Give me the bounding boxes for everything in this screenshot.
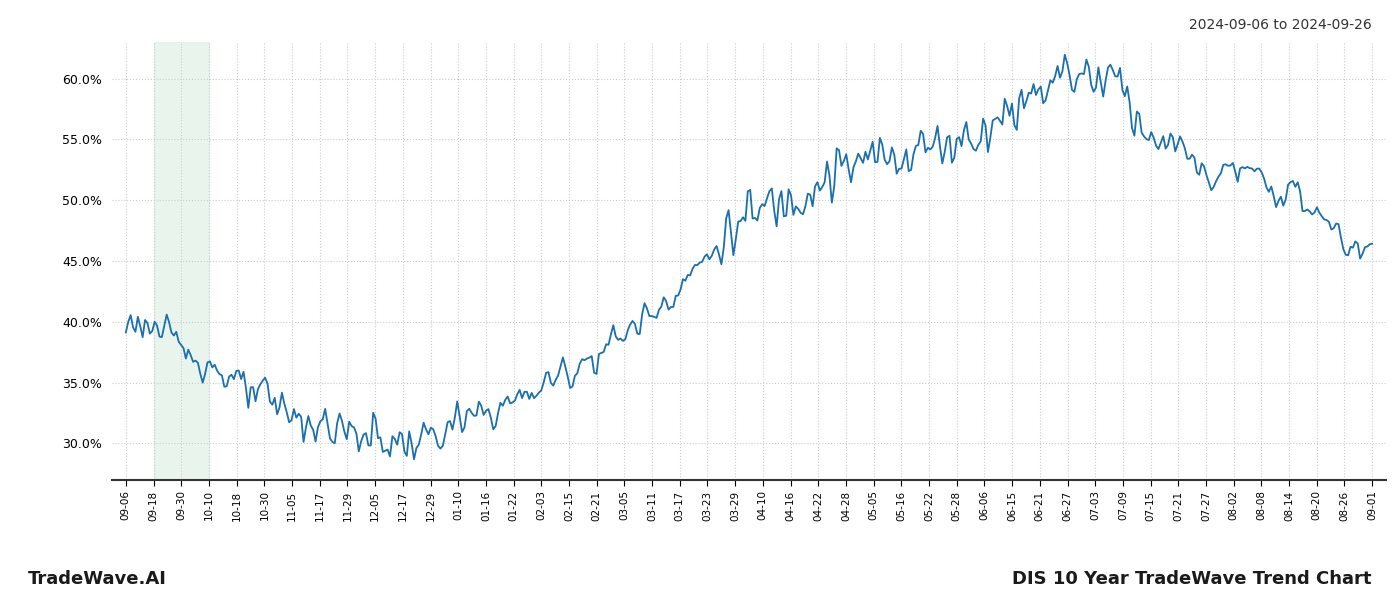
Text: TradeWave.AI: TradeWave.AI: [28, 570, 167, 588]
Text: DIS 10 Year TradeWave Trend Chart: DIS 10 Year TradeWave Trend Chart: [1012, 570, 1372, 588]
Text: 2024-09-06 to 2024-09-26: 2024-09-06 to 2024-09-26: [1189, 18, 1372, 32]
Bar: [154, 42, 209, 480]
